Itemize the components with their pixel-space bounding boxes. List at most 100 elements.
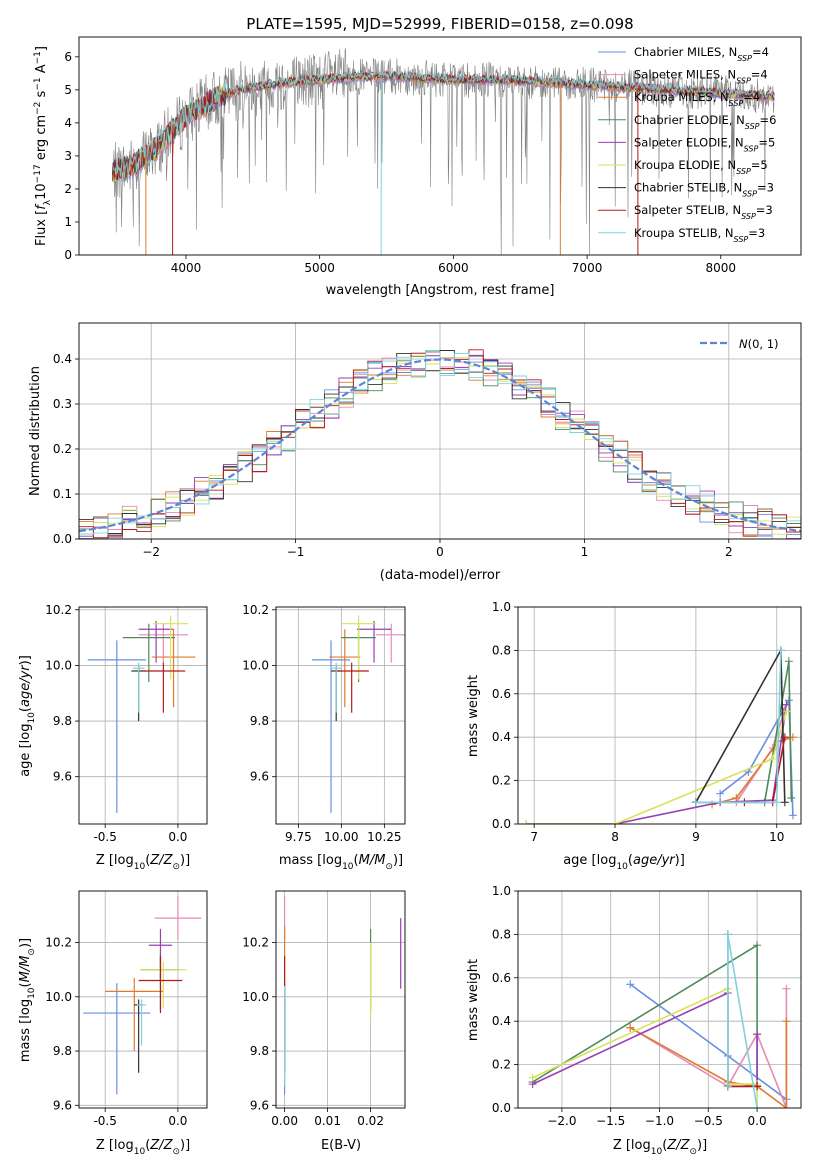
axes-frame <box>78 890 208 1109</box>
axes-frame <box>78 36 802 256</box>
x-tick-label: 0.0 <box>748 1114 767 1128</box>
figure-title: PLATE=1595, MJD=52999, FIBERID=0158, z=0… <box>246 15 633 33</box>
chabrier_elodie-weight-marker <box>753 941 762 950</box>
x-tick-label: -0.5 <box>93 1114 116 1128</box>
weight-Z-ylabel: mass weight <box>466 959 481 1041</box>
kroupa_stelib-weight-marker <box>723 930 732 939</box>
y-tick-label: 9.6 <box>53 770 72 784</box>
salpeter_miles-errorbar <box>154 896 202 940</box>
y-tick-label: 0.4 <box>492 730 511 744</box>
age-Z-ylabel: age [log10(age/yr)] <box>18 655 37 777</box>
ticks: −2.0 −1.5 −1.0 −0.5 0.0 0.0 0.2 0.4 0.6 0.8 1.0 <box>492 884 767 1128</box>
salpeter_elodie-weight-line <box>532 991 758 1088</box>
legend-label-chabrier_elodie: Chabrier ELODIE, NSSP=6 <box>634 113 776 131</box>
chabrier_elodie-weight-line <box>532 943 758 1087</box>
y-tick-label: 10.0 <box>45 658 72 672</box>
salpeter_elodie-weight-line <box>526 704 788 824</box>
kroupa_stelib-errorbar <box>132 662 145 713</box>
kroupa_elodie-weight-marker <box>611 820 620 824</box>
x-tick-label: 0 <box>436 545 444 559</box>
kroupa_miles-weight-marker <box>626 1023 635 1032</box>
x-tick-label: 1 <box>581 545 589 559</box>
weight-age-xlabel: age [log10(age/yr)] <box>563 853 685 872</box>
y-tick-label: 9.8 <box>250 714 269 728</box>
y-tick-label: 10.0 <box>242 990 269 1004</box>
grid <box>276 607 405 824</box>
legend-label-chabrier_miles: Chabrier MILES, NSSP=4 <box>634 45 769 63</box>
chabrier_miles-errorbar <box>87 640 146 813</box>
x-tick-label: −2 <box>142 545 160 559</box>
y-tick-label: 9.6 <box>250 770 269 784</box>
legend-label-kroupa_elodie: Kroupa ELODIE, NSSP=5 <box>634 158 768 176</box>
axes-frame <box>275 606 406 825</box>
y-tick-label: 4 <box>64 116 72 130</box>
plot-area <box>284 896 402 1095</box>
y-tick-label: 0.2 <box>492 1058 511 1072</box>
salpeter_stelib-errorbar <box>334 662 369 713</box>
chabrier_miles-errorbar <box>312 640 350 813</box>
legend-label-chabrier_stelib: Chabrier STELIB, NSSP=3 <box>634 181 774 199</box>
grid <box>79 607 207 824</box>
chabrier_miles-weight-marker <box>788 811 797 820</box>
x-tick-label: 2 <box>725 545 733 559</box>
spectrum-legend: Chabrier MILES, NSSP=4 Salpeter MILES, NS… <box>598 45 776 243</box>
kroupa_elodie-weight-marker <box>768 754 777 763</box>
chabrier_stelib-weight-marker <box>780 798 789 807</box>
kroupa_stelib-weight-marker <box>753 1104 762 1108</box>
axes-frame <box>517 606 802 825</box>
y-tick-label: 0.8 <box>492 927 511 941</box>
weight-age-ylabel: mass weight <box>466 675 481 757</box>
x-tick-label: −1.5 <box>596 1114 625 1128</box>
y-tick-label: 1.0 <box>492 884 511 898</box>
kroupa_miles-weight-line <box>711 736 794 806</box>
ticks: 4000 5000 6000 7000 8000 0 1 2 3 4 5 6 <box>64 50 736 275</box>
residual-panel: −2 −1 0 1 2 0.0 0.1 0.2 0.3 0.4 N(0, 1) (data-model… <box>28 322 802 583</box>
chabrier_miles-errorbar <box>83 983 151 1095</box>
x-tick-label: 5000 <box>304 261 335 275</box>
chabrier_elodie-weight-marker <box>787 793 796 802</box>
ticks: 7 8 9 10 0.0 0.2 0.4 0.6 0.8 1.0 <box>492 600 784 844</box>
axes-frame <box>275 890 406 1109</box>
spectrum-ylabel: Flux [fλ10−17 erg cm−2 s−1 A−1] <box>33 46 53 246</box>
kroupa_miles-errorbar <box>329 629 361 708</box>
ticks: -0.5 0.0 9.6 9.8 10.0 10.2 <box>45 603 187 844</box>
x-tick-label: −0.5 <box>694 1114 723 1128</box>
axes-frame <box>517 890 802 1109</box>
x-tick-label: 0.01 <box>314 1114 341 1128</box>
legend-label-kroupa_stelib: Kroupa STELIB, NSSP=3 <box>634 226 765 244</box>
residual-ylabel: Normed distribution <box>28 366 43 496</box>
kroupa_elodie-weight-line <box>526 710 788 824</box>
chabrier_stelib-weight-line <box>695 647 786 803</box>
x-tick-label: −1.0 <box>645 1114 674 1128</box>
plot-area <box>528 930 791 1108</box>
grid <box>79 891 207 1108</box>
age-Z-xlabel: Z [log10(Z/Z⊙)] <box>96 853 190 872</box>
age-mass-xlabel: mass [log10(M/M⊙)] <box>279 853 403 872</box>
kroupa_stelib-weight-marker <box>723 1082 732 1091</box>
salpeter_stelib-weight-marker <box>753 1082 762 1091</box>
kroupa_elodie-weight-marker <box>528 1073 537 1082</box>
salpeter_miles-errorbar <box>138 623 189 663</box>
kroupa_elodie-weight-marker <box>782 707 791 716</box>
plot-area <box>522 646 797 824</box>
salpeter_elodie-errorbar <box>138 620 174 663</box>
kroupa_elodie-errorbar <box>153 615 189 680</box>
chabrier_miles-weight-marker <box>716 789 725 798</box>
y-tick-label: 1 <box>64 215 72 229</box>
x-tick-label: -0.5 <box>93 830 116 844</box>
y-tick-label: 10.2 <box>242 936 269 950</box>
salpeter_stelib-errorbar <box>141 662 186 713</box>
plot-area <box>111 48 775 255</box>
kroupa_stelib-errorbar <box>137 999 146 1046</box>
x-tick-label: 0.0 <box>168 1114 187 1128</box>
y-tick-label: 10.2 <box>45 936 72 950</box>
axes-frame <box>78 322 802 540</box>
y-tick-label: 0.4 <box>492 1014 511 1028</box>
x-tick-label: 7 <box>530 830 538 844</box>
kroupa_miles-weight-marker <box>732 793 741 802</box>
y-tick-label: 9.6 <box>53 1098 72 1112</box>
ticks: −2 −1 0 1 2 0.0 0.1 0.2 0.3 0.4 <box>53 352 733 559</box>
axes-frame <box>78 606 208 825</box>
kroupa_stelib-weight-marker <box>776 646 785 655</box>
kroupa_elodie-errorbar <box>140 961 187 1008</box>
